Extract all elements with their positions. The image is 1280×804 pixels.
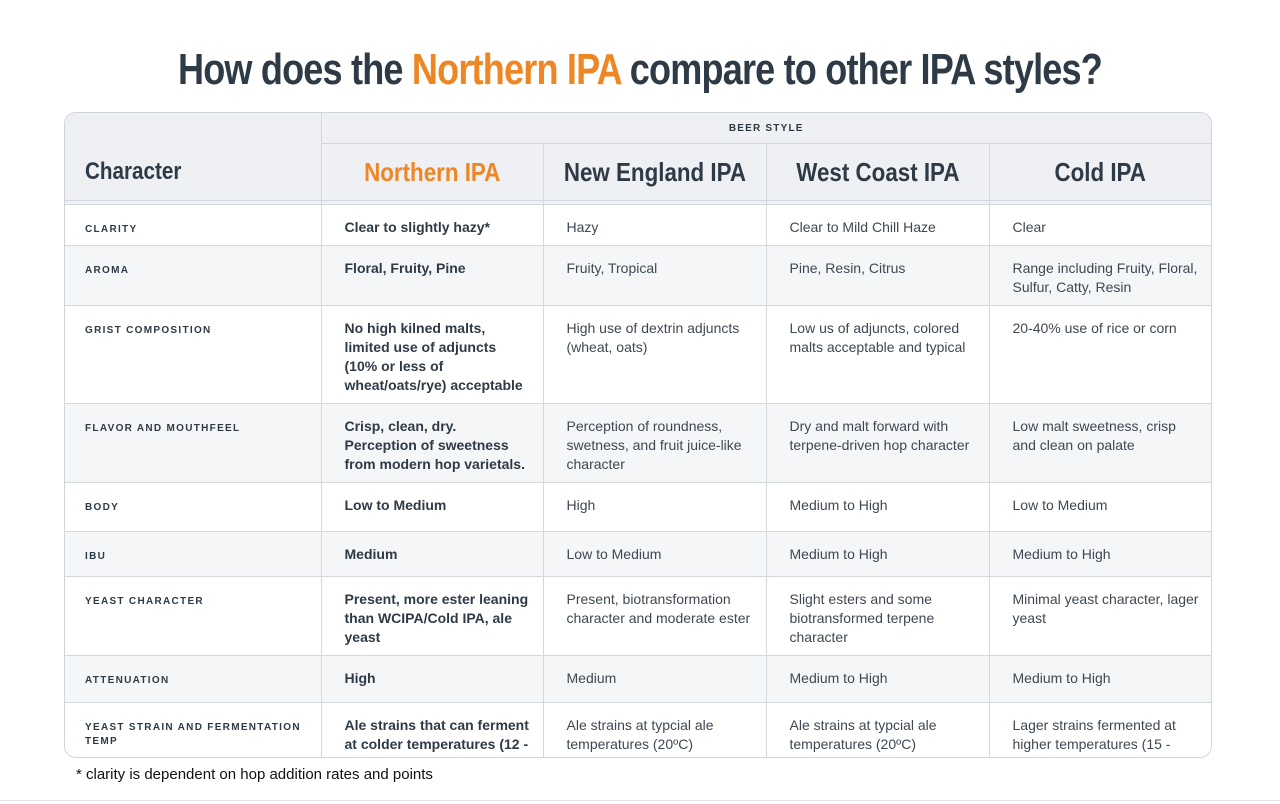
page-title: How does the Northern IPA compare to oth… xyxy=(115,40,1165,100)
row-label: YEAST STRAIN AND FERMENTATION TEMP xyxy=(65,702,322,757)
cell-new-england-ipa: Present, biotransformation character and… xyxy=(543,576,767,656)
footnote: * clarity is dependent on hop addition r… xyxy=(76,766,433,783)
cell-new-england-ipa: Medium xyxy=(543,655,767,703)
cell-cold-ipa: Medium to High xyxy=(989,531,1211,577)
row-label: AROMA xyxy=(65,245,322,306)
cell-west-coast-ipa: Medium to High xyxy=(766,655,990,703)
cell-cold-ipa: Low malt sweetness, crisp and clean on p… xyxy=(989,403,1211,483)
table-row: FLAVOR AND MOUTHFEEL Crisp, clean, dry. … xyxy=(65,403,1211,483)
table-row: YEAST CHARACTER Present, more ester lean… xyxy=(65,576,1211,656)
table-row: ATTENUATION High Medium Medium to High M… xyxy=(65,655,1211,703)
table-row: AROMA Floral, Fruity, Pine Fruity, Tropi… xyxy=(65,245,1211,306)
row-label: YEAST CHARACTER xyxy=(65,576,322,656)
cell-cold-ipa: Lager strains fermented at higher temper… xyxy=(989,702,1211,757)
table-row: BODY Low to Medium High Medium to High L… xyxy=(65,482,1211,532)
table-row: IBU Medium Low to Medium Medium to High … xyxy=(65,531,1211,577)
style-header-northern-ipa: Northern IPA xyxy=(321,143,544,201)
style-header-new-england-ipa: New England IPA xyxy=(543,143,767,201)
style-header-west-coast-ipa: West Coast IPA xyxy=(766,143,990,201)
cell-northern-ipa: Medium xyxy=(321,531,544,577)
cell-northern-ipa: Low to Medium xyxy=(321,482,544,532)
cell-northern-ipa: Ale strains that can ferment at colder t… xyxy=(321,702,544,757)
row-label: ATTENUATION xyxy=(65,655,322,703)
row-label: FLAVOR AND MOUTHFEEL xyxy=(65,403,322,483)
cell-west-coast-ipa: Slight esters and some biotransformed te… xyxy=(766,576,990,656)
title-suffix: compare to other IPA styles? xyxy=(629,45,1103,94)
cell-northern-ipa: High xyxy=(321,655,544,703)
table-row: GRIST COMPOSITION No high kilned malts, … xyxy=(65,305,1211,404)
row-label: CLARITY xyxy=(65,204,322,246)
character-column-header: Character xyxy=(65,113,322,201)
cell-northern-ipa: Clear to slightly hazy* xyxy=(321,204,544,246)
comparison-table-card: Character BEER STYLE Northern IPA New En… xyxy=(64,112,1212,758)
cell-northern-ipa: Present, more ester leaning than WCIPA/C… xyxy=(321,576,544,656)
cell-west-coast-ipa: Low us of adjuncts, colored malts accept… xyxy=(766,305,990,404)
cell-new-england-ipa: Fruity, Tropical xyxy=(543,245,767,306)
cell-northern-ipa: Floral, Fruity, Pine xyxy=(321,245,544,306)
cell-northern-ipa: No high kilned malts, limited use of adj… xyxy=(321,305,544,404)
beer-style-group-header: BEER STYLE xyxy=(321,113,1211,144)
row-label: IBU xyxy=(65,531,322,577)
cell-new-england-ipa: High xyxy=(543,482,767,532)
cell-west-coast-ipa: Ale strains at typcial ale temperatures … xyxy=(766,702,990,757)
comparison-table: Character BEER STYLE Northern IPA New En… xyxy=(65,113,1211,757)
table-row: CLARITY Clear to slightly hazy* Hazy Cle… xyxy=(65,204,1211,246)
cell-cold-ipa: 20-40% use of rice or corn xyxy=(989,305,1211,404)
cell-new-england-ipa: Hazy xyxy=(543,204,767,246)
cell-west-coast-ipa: Dry and malt forward with terpene-driven… xyxy=(766,403,990,483)
cell-new-england-ipa: High use of dextrin adjuncts (wheat, oat… xyxy=(543,305,767,404)
cell-cold-ipa: Range including Fruity, Floral, Sulfur, … xyxy=(989,245,1211,306)
cell-west-coast-ipa: Medium to High xyxy=(766,482,990,532)
cell-west-coast-ipa: Clear to Mild Chill Haze xyxy=(766,204,990,246)
cell-cold-ipa: Low to Medium xyxy=(989,482,1211,532)
cell-west-coast-ipa: Medium to High xyxy=(766,531,990,577)
cell-new-england-ipa: Perception of roundness, swetness, and f… xyxy=(543,403,767,483)
cell-northern-ipa: Crisp, clean, dry. Perception of sweetne… xyxy=(321,403,544,483)
bottom-divider xyxy=(0,800,1280,801)
row-label: GRIST COMPOSITION xyxy=(65,305,322,404)
title-accent: Northern IPA xyxy=(411,45,621,94)
cell-cold-ipa: Medium to High xyxy=(989,655,1211,703)
header-divider xyxy=(65,200,1211,205)
cell-new-england-ipa: Low to Medium xyxy=(543,531,767,577)
style-header-cold-ipa: Cold IPA xyxy=(989,143,1211,201)
cell-cold-ipa: Clear xyxy=(989,204,1211,246)
table-row: YEAST STRAIN AND FERMENTATION TEMP Ale s… xyxy=(65,702,1211,757)
cell-west-coast-ipa: Pine, Resin, Citrus xyxy=(766,245,990,306)
cell-cold-ipa: Minimal yeast character, lager yeast xyxy=(989,576,1211,656)
cell-new-england-ipa: Ale strains at typcial ale temperatures … xyxy=(543,702,767,757)
title-prefix: How does the xyxy=(177,45,404,94)
row-label: BODY xyxy=(65,482,322,532)
